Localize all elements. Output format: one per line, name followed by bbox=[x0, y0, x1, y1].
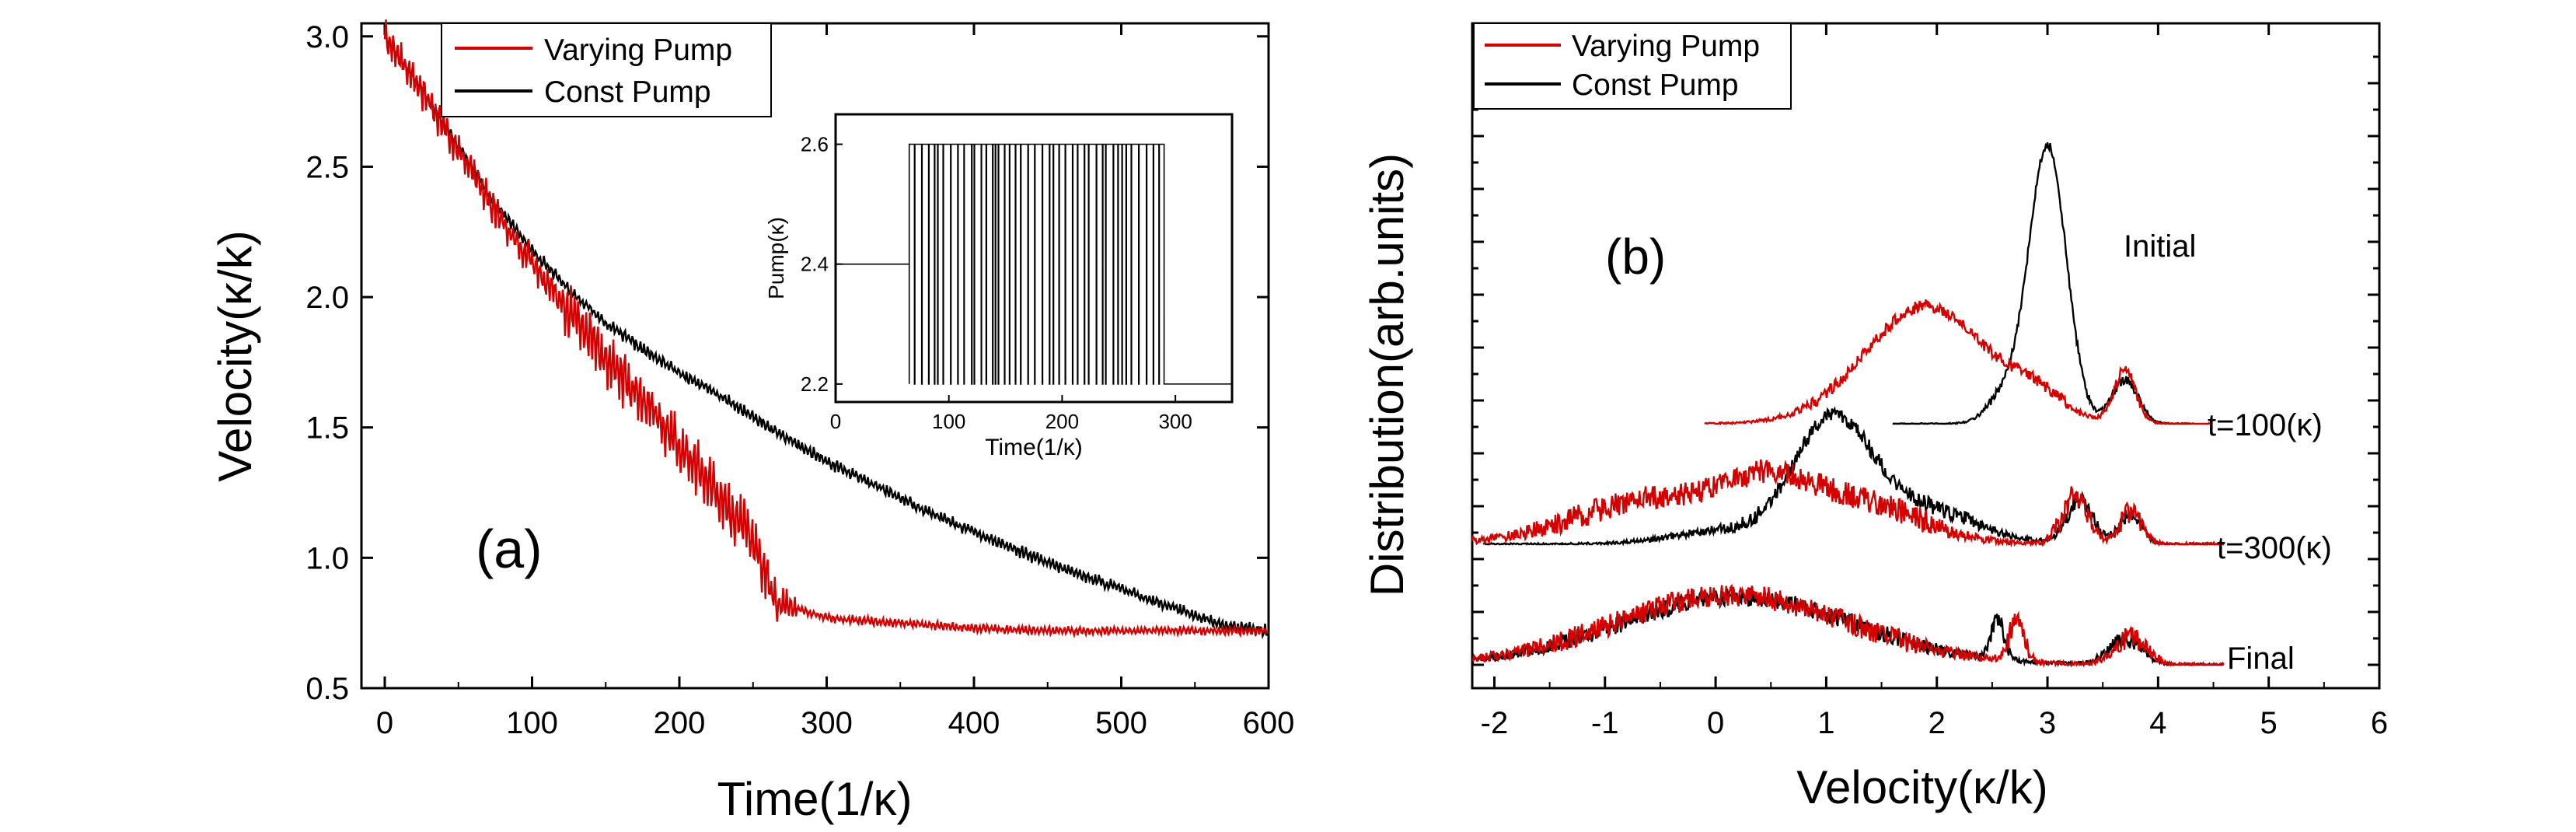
series-const-pump bbox=[383, 32, 1268, 640]
series-varying-pump-t300 bbox=[1471, 459, 2224, 548]
panel-b-label: (b) bbox=[1605, 229, 1666, 285]
panel-b-xlabel: Velocity(κ/k) bbox=[1796, 761, 2047, 813]
inset-y-tick-label: 2.6 bbox=[801, 133, 829, 156]
inset-chart: 0 100 200 300 2.2 2.4 2.6 Time(1/κ) Pump(κ) bbox=[764, 113, 1234, 460]
b-x-tick-label: 4 bbox=[2149, 706, 2166, 740]
b-x-tick-label: -1 bbox=[1591, 706, 1619, 740]
legend-label-varying: Varying Pump bbox=[544, 33, 732, 67]
panel-a-legend: Varying Pump Const Pump bbox=[441, 23, 772, 117]
panel-b-legend-box bbox=[1473, 23, 1792, 110]
inset-x-tick-label: 100 bbox=[932, 410, 965, 433]
series-varying-pump-t100 bbox=[1704, 299, 2213, 426]
panel-a-xlabel: Time(1/κ) bbox=[717, 773, 912, 825]
panel-b: -2 -1 0 1 2 3 4 5 6 (b) Velocity(κ/k) Distributi… bbox=[1361, 22, 2388, 813]
a-y-tick-label: 1.0 bbox=[305, 541, 349, 575]
legend-label-const: Const Pump bbox=[544, 75, 711, 109]
panel-b-legend: Varying Pump Const Pump bbox=[1473, 23, 1792, 110]
inset-x-tick-label: 0 bbox=[830, 410, 841, 433]
a-x-tick-label: 0 bbox=[376, 706, 393, 740]
panel-b-frame bbox=[1471, 22, 2381, 690]
panel-b-series bbox=[1471, 142, 2225, 669]
panel-a-frame bbox=[360, 22, 1270, 690]
b-x-tick-label: 1 bbox=[1817, 706, 1834, 740]
inset-frame bbox=[834, 113, 1234, 404]
a-x-tick-label: 400 bbox=[948, 706, 1000, 740]
curve-label-t300: t=300(κ) bbox=[2217, 531, 2332, 565]
b-x-tick-label: 0 bbox=[1707, 706, 1724, 740]
a-y-tick-label: 2.0 bbox=[305, 281, 349, 315]
panel-a-series bbox=[383, 19, 1269, 640]
inset-y-tick-label: 2.4 bbox=[801, 253, 829, 276]
inset-series bbox=[836, 143, 1232, 385]
legend-label-const-b: Const Pump bbox=[1572, 68, 1739, 102]
panel-b-ylabel: Distribution(arb.units) bbox=[1361, 153, 1413, 596]
inset-x-tick-label: 200 bbox=[1045, 410, 1079, 433]
panel-a-label: (a) bbox=[476, 519, 543, 579]
panel-a: 0 100 200 300 400 500 600 0.5 1.0 1.5 2.0 2.5 3.0 (a… bbox=[209, 19, 1294, 825]
a-y-tick-label: 2.5 bbox=[305, 150, 349, 184]
series-const-pump-t100 bbox=[1892, 142, 2191, 425]
series-const-pump-t300 bbox=[1482, 406, 2225, 547]
series-varying-pump-final bbox=[1471, 583, 2225, 669]
inset-ylabel: Pump(κ) bbox=[764, 217, 788, 299]
b-x-tick-label: 6 bbox=[2371, 706, 2388, 740]
inset-x-tick-label: 300 bbox=[1158, 410, 1192, 433]
inset-pump-series bbox=[836, 143, 1232, 385]
a-y-tick-label: 0.5 bbox=[305, 672, 349, 706]
a-x-tick-label: 300 bbox=[801, 706, 853, 740]
series-varying-pump bbox=[383, 19, 1269, 639]
a-x-tick-label: 600 bbox=[1243, 706, 1295, 740]
b-x-tick-label: 3 bbox=[2039, 706, 2056, 740]
panel-a-legend-box bbox=[441, 23, 772, 117]
inset-y-tick-label: 2.2 bbox=[801, 372, 829, 396]
panel-b-ticks: -2 -1 0 1 2 3 4 5 6 bbox=[1472, 23, 2388, 740]
b-x-tick-label: 2 bbox=[1929, 706, 1946, 740]
a-y-tick-label: 1.5 bbox=[305, 411, 349, 446]
a-x-tick-label: 200 bbox=[654, 706, 706, 740]
curve-label-final: Final bbox=[2227, 641, 2295, 676]
a-x-tick-label: 500 bbox=[1095, 706, 1147, 740]
curve-label-t100: t=100(κ) bbox=[2208, 408, 2323, 442]
b-x-tick-label: 5 bbox=[2260, 706, 2278, 740]
curve-label-initial: Initial bbox=[2124, 229, 2196, 264]
a-x-tick-label: 100 bbox=[506, 706, 558, 740]
legend-label-varying-b: Varying Pump bbox=[1572, 30, 1760, 63]
inset-ticks: 0 100 200 300 2.2 2.4 2.6 bbox=[801, 133, 1192, 433]
panel-a-ylabel: Velocity(κ/k) bbox=[209, 230, 261, 481]
a-y-tick-label: 3.0 bbox=[305, 20, 349, 54]
b-x-tick-label: -2 bbox=[1481, 706, 1509, 740]
inset-xlabel: Time(1/κ) bbox=[985, 435, 1083, 460]
